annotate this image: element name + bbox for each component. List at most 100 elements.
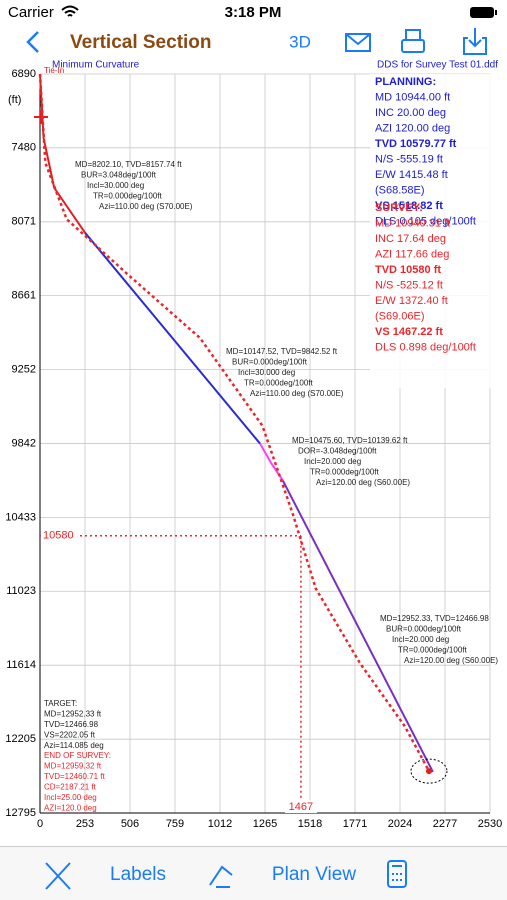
3d-button[interactable]: 3D <box>289 32 311 51</box>
info-line: (S68.58E) <box>375 184 425 196</box>
y-tick-label: 9252 <box>12 364 36 376</box>
annotation-line: TR=0.000deg/100ft <box>244 379 313 388</box>
back-button[interactable] <box>26 31 39 53</box>
info-line: MD 10944.00 ft <box>375 91 450 103</box>
annotation-line: Incl=25.00 deg <box>44 793 97 802</box>
y-tick-label: 10433 <box>5 511 36 523</box>
x-tick-label: 253 <box>76 818 94 830</box>
y-tick-label: 9842 <box>12 437 36 449</box>
info-line: E/W 1372.40 ft <box>375 295 448 307</box>
nav-title: Vertical Section <box>70 32 212 53</box>
battery-tip <box>495 10 497 15</box>
annotation-line: Azi=114.085 deg <box>44 741 104 750</box>
calculator-icon[interactable] <box>387 860 407 888</box>
carrier: Carrier <box>8 4 54 21</box>
x-tick-label: 2024 <box>388 818 412 830</box>
y-unit: (ft) <box>8 94 21 106</box>
info-line: DLS 0.898 deg/100ft <box>375 341 476 353</box>
end-circle <box>410 758 448 784</box>
info-line: TVD 10580 ft <box>375 264 441 276</box>
x-tick-label: 0 <box>37 818 43 830</box>
plan-view-button[interactable]: Plan View <box>272 864 356 885</box>
x-tick-label: 2530 <box>478 818 502 830</box>
y-tick-label: 11614 <box>6 659 36 671</box>
annotation-line: TARGET: <box>44 699 77 708</box>
mail-flap[interactable] <box>345 33 371 46</box>
y-tick-label: 8071 <box>12 216 36 228</box>
x-tick-label: 506 <box>121 818 139 830</box>
edit-icon[interactable] <box>209 865 233 888</box>
annotation-line: MD=12959.32 ft <box>44 762 102 771</box>
x-tick-label: 1771 <box>343 818 367 830</box>
info-line: N/S -525.12 ft <box>375 279 443 291</box>
annotation-line: TR=0.000deg/100ft <box>310 468 379 477</box>
x-tick-label: 1265 <box>253 818 277 830</box>
annotation-line: Incl=20.000 deg <box>392 635 449 644</box>
annotation-line: Incl=30.000 deg <box>87 181 144 190</box>
annotation-line: TVD=12466.98 <box>44 720 99 729</box>
plan-line <box>84 232 261 445</box>
info-line: TVD 10579.77 ft <box>375 138 457 150</box>
annotation-line: BUR=0.000deg/100ft <box>386 625 462 634</box>
annotation-line: TR=0.000deg/100ft <box>93 192 162 201</box>
y-tick-label: 11023 <box>6 585 36 597</box>
annotation-line: TR=0.000deg/100ft <box>398 646 467 655</box>
labels-button[interactable]: Labels <box>110 864 166 885</box>
status-bar: Carrier 3:18 PM <box>8 4 497 21</box>
info-line: INC 20.00 deg <box>375 107 446 119</box>
info-line: DLS 0.105 deg/100ft <box>375 215 476 227</box>
annotation-line: DOR=-3.048deg/100ft <box>298 447 377 456</box>
planning-bg <box>370 74 500 388</box>
mail-icon[interactable] <box>345 33 371 52</box>
wifi-icon <box>61 5 79 17</box>
share-arrow[interactable] <box>468 28 482 48</box>
file-label: DDS for Survey Test 01.ddf <box>377 60 498 71</box>
calculator-keys[interactable] <box>392 865 402 881</box>
vs-marker-label: 1467 <box>289 801 313 813</box>
tie-in-label: Tie-In <box>44 66 64 75</box>
method-label: Minimum Curvature <box>52 60 140 71</box>
y-tick-label: 12205 <box>5 733 36 745</box>
share-box[interactable] <box>463 37 487 55</box>
info-line: PLANNING: <box>375 76 436 88</box>
info-line: AZI 120.00 deg <box>375 122 450 134</box>
annotation-line: BUR=3.048deg/100ft <box>81 171 157 180</box>
y-tick-label: 12795 <box>5 807 36 819</box>
info-line: SURVEY: <box>375 202 423 214</box>
end-point <box>425 768 432 775</box>
nav-bar: Vertical Section 3D <box>26 28 487 55</box>
annotation-line: AZI=120.0 deg <box>44 804 97 813</box>
info-line: AZI 117.66 deg <box>375 248 449 260</box>
info-line: E/W 1415.48 ft <box>375 169 448 181</box>
vertical-section-chart: 0 253 506 759 1012 1265 1518 1771 2024 2277 2530 68… <box>5 60 502 830</box>
info-line: VS 1467.22 ft <box>375 326 443 338</box>
annotation-line: Azi=120.00 deg (S60.00E) <box>404 656 498 665</box>
calculator-button[interactable] <box>387 860 407 888</box>
annotation-line: Incl=20.000 deg <box>304 457 361 466</box>
print-button[interactable] <box>401 29 425 53</box>
info-line: INC 17.64 deg <box>375 233 446 245</box>
annotation-line: MD=12952.33, TVD=12466.98 <box>380 614 489 623</box>
plan-line <box>282 480 434 773</box>
annotation-line: END OF SURVEY: <box>44 751 111 760</box>
info-line: MD 10940.31 ft <box>375 217 450 229</box>
tvd-label-bg <box>41 528 77 543</box>
annotation-line: BUR=0.000deg/100ft <box>232 358 308 367</box>
edit-button[interactable] <box>209 865 233 888</box>
annotation-line: MD=10475.60, TVD=10139.62 ft <box>292 436 408 445</box>
tools-button[interactable] <box>45 862 71 890</box>
tvd-marker-label: 10580 <box>43 530 74 542</box>
battery-icon <box>470 7 494 18</box>
share-button[interactable] <box>463 28 487 55</box>
x-tick-label: 1012 <box>208 818 232 830</box>
annotation-line: MD=8202.10, TVD=8157.74 ft <box>75 160 182 169</box>
tools-icon[interactable] <box>45 862 71 890</box>
toolbar: Labels Plan View <box>0 846 507 900</box>
mail-button[interactable] <box>345 33 371 52</box>
annotation-line: Azi=110.00 deg (S70.00E) <box>99 202 193 211</box>
y-tick-label: 6890 <box>12 68 36 80</box>
annotation-line: TVD=12460.71 ft <box>44 772 105 781</box>
clock: 3:18 PM <box>225 4 282 21</box>
print-body[interactable] <box>401 39 425 53</box>
